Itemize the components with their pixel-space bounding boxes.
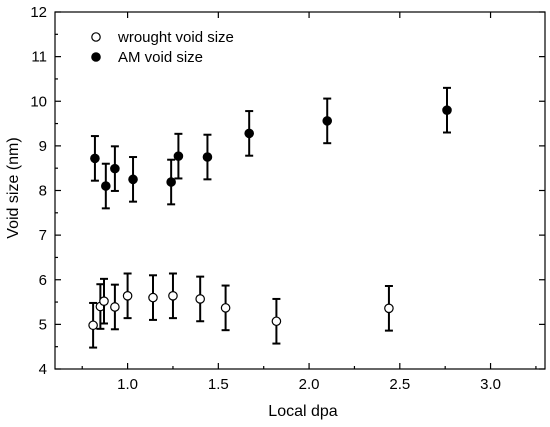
legend-marker (91, 32, 101, 42)
series-layer (88, 86, 452, 349)
y-tick-label: 10 (30, 93, 47, 110)
y-axis-ticks: 4 5 6 7 8 9 10 11 12 (30, 4, 545, 378)
data-point (90, 153, 100, 164)
y-axis-label: Void size (nm) (5, 137, 22, 238)
data-point (244, 128, 254, 139)
y-tick-label: 12 (30, 4, 47, 21)
data-point (128, 174, 138, 185)
data-point (99, 296, 109, 306)
y-tick-label: 11 (31, 49, 47, 66)
y-tick-label: 5 (39, 316, 47, 333)
legend-label: AM void size (118, 49, 203, 66)
data-point (110, 163, 120, 174)
data-point (168, 291, 178, 301)
data-point (88, 320, 98, 331)
data-point (195, 294, 205, 304)
series-wrought-void-size (88, 272, 394, 349)
legend-marker (91, 52, 101, 62)
y-tick-label: 6 (39, 272, 47, 289)
y-tick-label: 8 (39, 183, 47, 200)
x-tick-label: 3.0 (480, 376, 501, 393)
data-point (202, 152, 213, 162)
data-point (271, 316, 282, 327)
data-point (148, 292, 158, 303)
x-tick-label: 2.5 (389, 376, 410, 393)
data-point (122, 291, 133, 301)
y-tick-label: 4 (39, 361, 47, 378)
data-point (322, 116, 333, 126)
data-point (110, 302, 120, 312)
y-tick-label: 7 (39, 227, 47, 244)
legend-label: wrought void size (117, 29, 234, 46)
data-point (173, 151, 184, 161)
x-tick-label: 2.0 (299, 376, 320, 393)
data-point (442, 105, 452, 115)
data-point (220, 303, 231, 313)
x-axis-label: Local dpa (268, 403, 337, 420)
legend: wrought void size AM void size (91, 29, 234, 66)
y-tick-label: 9 (39, 138, 47, 155)
data-point (166, 177, 176, 187)
x-tick-label: 1.0 (117, 376, 138, 393)
series-am-void-size (90, 86, 452, 210)
x-axis-ticks: 1.0 1.5 2.0 2.5 3.0 (81, 12, 537, 393)
data-point (101, 181, 111, 191)
x-tick-label: 1.5 (208, 376, 229, 393)
data-point (384, 303, 394, 314)
